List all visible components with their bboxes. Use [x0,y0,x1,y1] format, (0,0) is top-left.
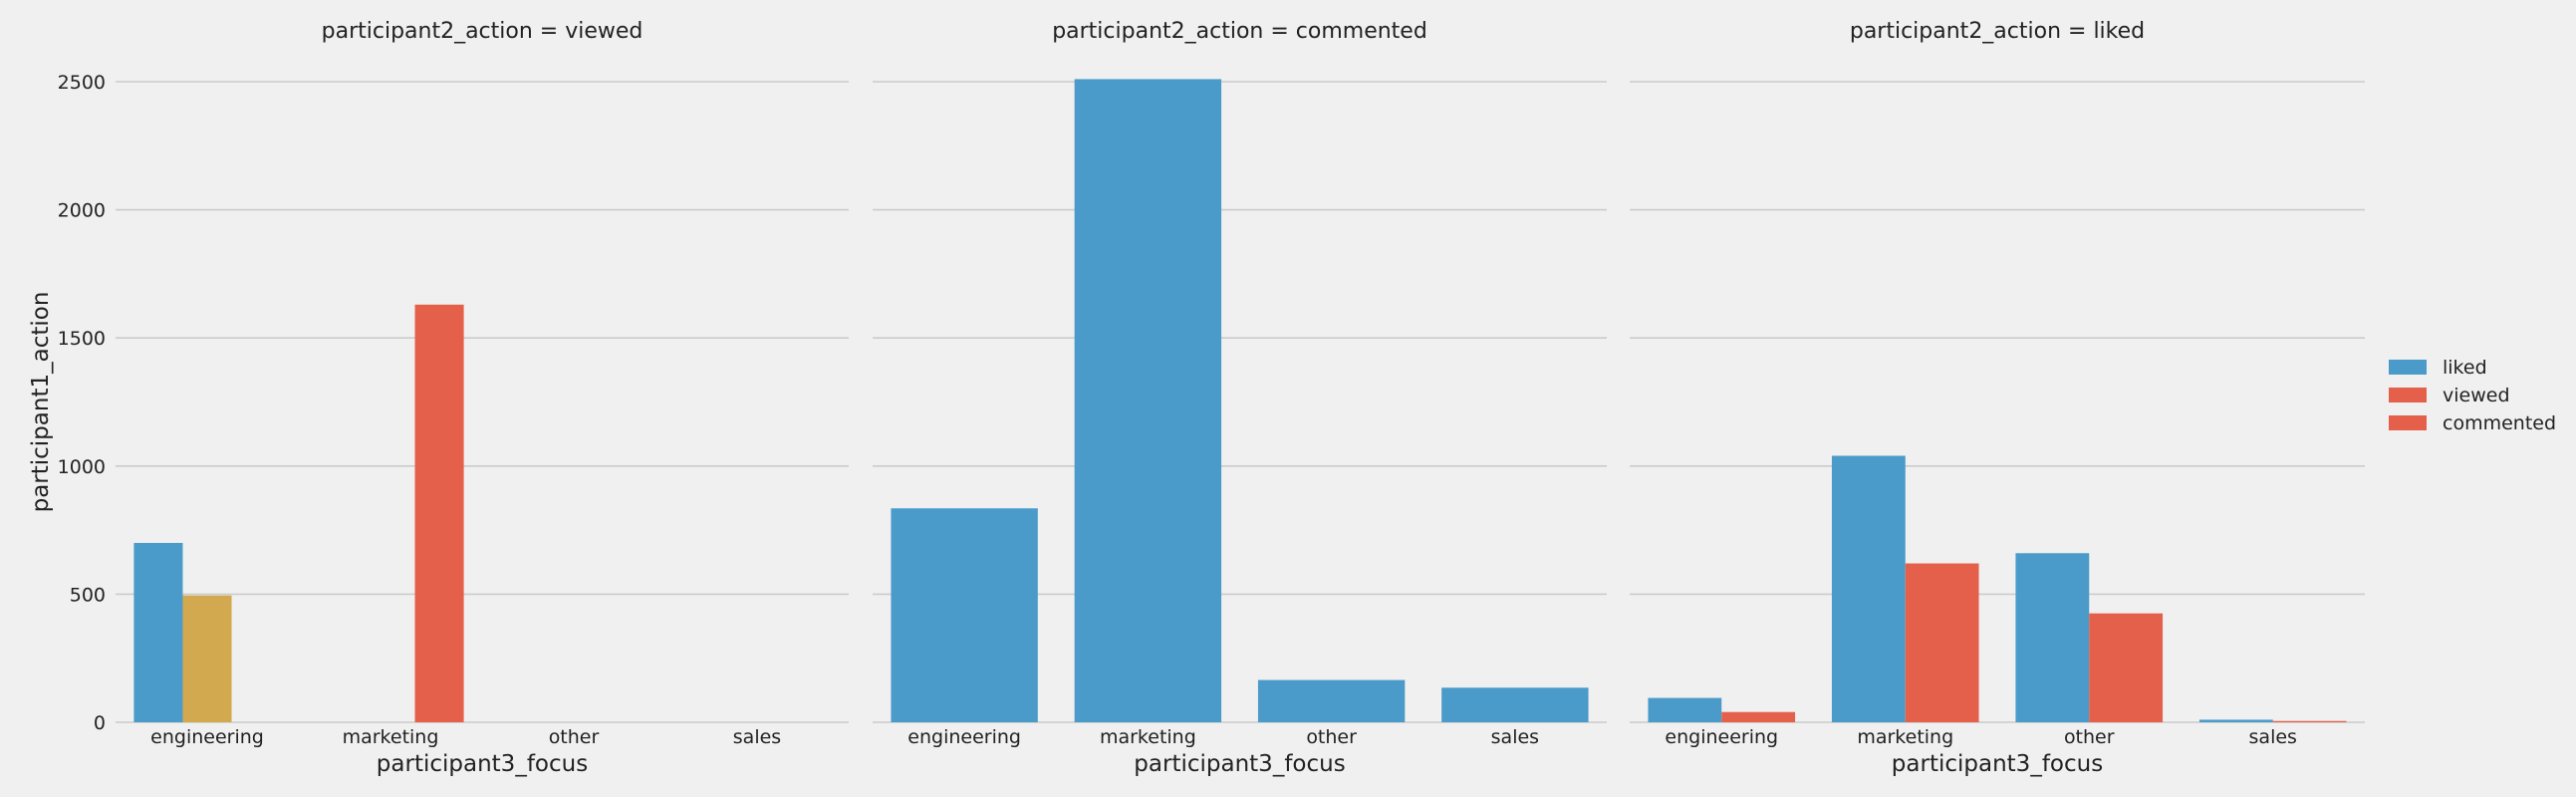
panel-title: participant2_action = liked [1850,19,2145,44]
x-tick-label: other [1306,726,1357,748]
x-tick-label: engineering [1665,726,1778,748]
x-tick-label: sales [1491,726,1539,748]
x-tick-label: engineering [150,726,264,748]
x-axis-label: participant3_focus [1134,751,1345,777]
bar-engineering [182,595,232,722]
y-tick-label: 2500 [58,72,106,94]
x-axis-label: participant3_focus [1892,751,2103,777]
legend-label-commented: commented [2443,412,2556,434]
bar-engineering-liked [133,542,183,722]
bar-engineering-liked [1648,697,1722,722]
bar-engineering-liked [891,508,1038,722]
bar-marketing [414,304,464,722]
legend-swatch-viewed [2389,388,2427,402]
x-tick-label: marketing [1100,726,1196,748]
x-tick-label: marketing [1857,726,1953,748]
y-tick-label: 2000 [58,200,106,222]
x-tick-label: marketing [343,726,439,748]
y-tick-label: 500 [70,584,106,606]
legend-label-liked: liked [2443,357,2487,379]
x-tick-label: sales [2249,726,2297,748]
x-tick-label: other [2064,726,2115,748]
y-tick-label: 1500 [58,328,106,350]
bar-sales-liked [2198,719,2273,722]
y-tick-label: 0 [94,712,106,734]
x-tick-label: engineering [907,726,1021,748]
bar-engineering-viewed [1721,711,1796,722]
x-tick-label: sales [733,726,781,748]
bar-marketing-liked [1831,455,1906,722]
legend-label-viewed: viewed [2443,385,2510,406]
bar-other-liked [2015,553,2090,722]
x-tick-label: other [549,726,600,748]
bar-sales-viewed [2272,720,2347,722]
y-tick-label: 1000 [58,456,106,478]
bar-other-liked [1257,679,1406,722]
panel-title: participant2_action = commented [1052,19,1427,44]
x-axis-label: participant3_focus [377,751,588,777]
bar-marketing-liked [1074,79,1222,723]
bar-sales-liked [1441,687,1589,722]
bar-marketing-viewed [1905,563,1979,722]
legend-swatch-liked [2389,360,2427,375]
panel-title: participant2_action = viewed [322,19,644,44]
legend-swatch-commented [2389,415,2427,430]
bar-other-viewed [2089,613,2164,722]
y-axis-label: participant1_action [28,292,54,513]
